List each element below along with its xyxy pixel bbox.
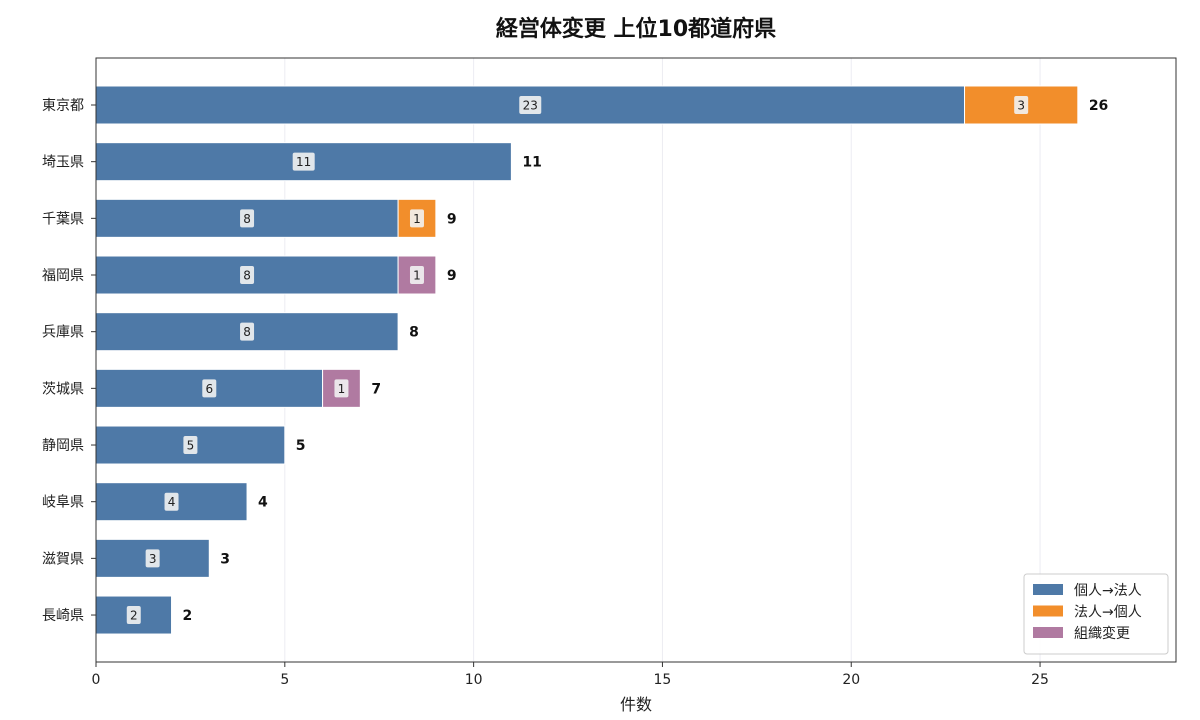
category-label: 埼玉県 — [42, 155, 84, 171]
category-label: 静岡県 — [42, 438, 84, 454]
segment-label-box — [292, 152, 315, 171]
total-label: 4 — [258, 495, 268, 511]
total-label: 11 — [522, 155, 541, 171]
x-tick-label: 0 — [92, 672, 101, 688]
segment-label: 5 — [187, 439, 195, 453]
segment-label: 8 — [243, 212, 251, 226]
segment-label-box — [202, 379, 217, 398]
legend-swatch — [1033, 605, 1063, 617]
segment-label-box — [126, 606, 141, 625]
segment-label-box — [240, 266, 255, 285]
segment-label-box — [240, 322, 255, 341]
category-label: 福岡県 — [42, 268, 84, 284]
total-label: 7 — [371, 381, 381, 397]
chart-title: 経営体変更 上位10都道府県 — [496, 16, 776, 42]
segment-label: 1 — [413, 269, 421, 283]
segment-label: 1 — [338, 382, 346, 396]
bar-segment — [95, 85, 966, 125]
segment-label: 8 — [243, 269, 251, 283]
segment-label-box — [145, 549, 160, 568]
plot-area — [95, 57, 1177, 663]
legend-swatch — [1033, 627, 1063, 638]
segment-label-box — [519, 96, 542, 114]
total-label: 3 — [220, 551, 230, 567]
bars — [95, 85, 1079, 635]
bar-labels: 23 3 26 11 11 8 1 9 8 1 9 8 8 6 1 7 5 5 4 4 3 3 2 2 — [126, 96, 1108, 625]
segment-label-box — [240, 209, 255, 228]
total-label: 5 — [296, 438, 306, 454]
x-axis-label: 件数 — [620, 695, 652, 714]
category-label: 兵庫県 — [42, 324, 84, 341]
segment-label-box — [334, 379, 349, 398]
legend-label: 法人→個人 — [1074, 605, 1142, 621]
segment-label-box — [183, 436, 198, 455]
total-label: 9 — [447, 268, 457, 284]
category-label: 東京都 — [42, 98, 84, 114]
segment-label-box — [409, 266, 424, 285]
category-label: 岐阜県 — [42, 494, 84, 511]
segment-label-box — [164, 492, 179, 511]
total-label: 26 — [1089, 98, 1108, 114]
x-tick-label: 20 — [842, 672, 860, 688]
segment-label: 2 — [130, 609, 138, 623]
x-tick-label: 25 — [1031, 672, 1049, 688]
total-label: 2 — [183, 608, 193, 624]
legend-label: 組織変更 — [1074, 625, 1130, 642]
segment-label-box — [1014, 96, 1029, 114]
category-label: 滋賀県 — [42, 551, 84, 567]
legend-swatch — [1033, 584, 1063, 595]
legend-label: 個人→法人 — [1074, 583, 1142, 599]
segment-label: 3 — [149, 552, 157, 566]
total-label: 8 — [409, 325, 419, 341]
segment-label: 4 — [168, 495, 176, 509]
x-tick-label: 15 — [654, 672, 672, 688]
segment-label: 11 — [296, 155, 311, 169]
segment-label-box — [409, 209, 424, 228]
category-label: 千葉県 — [42, 211, 84, 227]
segment-label: 8 — [243, 325, 251, 339]
x-tick-label: 5 — [280, 672, 289, 688]
segment-label: 23 — [523, 99, 538, 113]
segment-label: 3 — [1017, 99, 1025, 113]
segment-label: 1 — [413, 212, 421, 226]
x-tick-label: 10 — [465, 672, 483, 688]
total-label: 9 — [447, 211, 457, 227]
category-label: 茨城県 — [42, 381, 84, 397]
category-label: 長崎県 — [42, 608, 84, 624]
segment-label: 6 — [205, 382, 213, 396]
